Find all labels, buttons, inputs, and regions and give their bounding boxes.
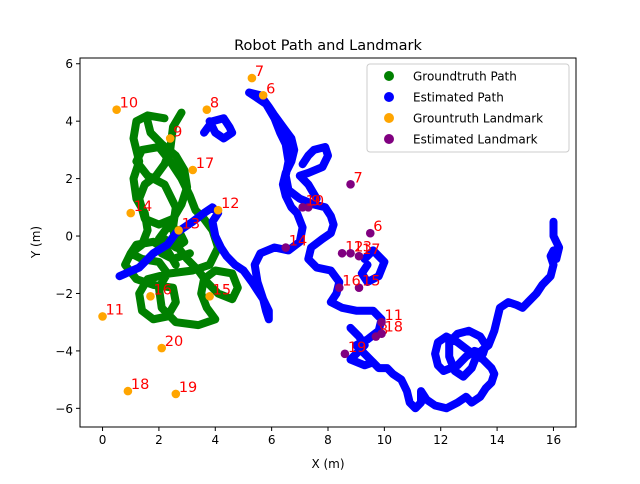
estimated-landmark-point (365, 228, 375, 238)
estimated-landmark-label: 11 (385, 308, 403, 324)
estimated-landmark-label: 9 (311, 193, 320, 209)
groundtruth-path-stroke-2 (154, 223, 194, 263)
grountruth-landmark-point (205, 292, 214, 301)
groundtruth-path-stroke-0 (121, 111, 242, 330)
grountruth-landmark-label: 15 (213, 282, 231, 298)
grountruth-landmark-label: 10 (120, 96, 138, 112)
y-tick-label: −2 (55, 287, 73, 301)
legend-entry-label: Estimated Landmark (413, 133, 538, 147)
legend-entry-label: Estimated Path (413, 91, 504, 105)
grountruth-landmark-point (213, 205, 223, 215)
grountruth-landmark-label: 16 (153, 282, 171, 298)
grountruth-landmark-point (98, 312, 107, 321)
grountruth-landmark-label: 18 (131, 377, 149, 393)
estimated-landmark-label: 17 (362, 242, 380, 258)
grountruth-landmark-point (247, 73, 257, 83)
grountruth-landmark-label: 11 (106, 302, 124, 318)
grountruth-landmark-point (112, 105, 121, 114)
estimated-landmark-point (354, 251, 364, 261)
legend: Groundtruth Path Estimated Path Grountruth… (366, 63, 570, 153)
grountruth-landmark-label: 13 (182, 216, 200, 232)
grountruth-landmark-point (157, 343, 167, 353)
estimated-landmark-point (337, 248, 347, 258)
y-tick-label: −6 (55, 402, 73, 416)
grountruth-landmark-label: 7 (255, 64, 264, 80)
legend-box (366, 63, 570, 153)
grountruth-landmark-label: 6 (266, 81, 275, 97)
estimated-landmark-label: 18 (385, 320, 403, 336)
y-tick-label: 4 (65, 115, 73, 129)
grountruth-landmark-point (165, 134, 175, 143)
grountruth-landmark-point (188, 165, 198, 175)
estimated-landmark-point (377, 329, 386, 338)
x-tick-label: 0 (99, 433, 107, 447)
grountruth-landmark-point (123, 386, 133, 396)
estimated-path-stroke-1 (200, 114, 237, 143)
x-tick-label: 8 (324, 433, 332, 447)
estimated-landmark-label: 10 (306, 193, 324, 209)
estimated-path-stroke-2 (295, 143, 332, 203)
grountruth-landmark-label: 14 (134, 199, 152, 215)
y-tick-label: 0 (65, 230, 73, 244)
estimated-landmark-point (281, 243, 291, 252)
grountruth-landmark-label: 12 (221, 196, 239, 212)
grountruth-landmark-label: 20 (165, 334, 183, 350)
grountruth-landmark-label: 17 (196, 156, 214, 172)
grountruth-landmark-point (202, 105, 212, 114)
grountruth-landmark-point (126, 208, 136, 218)
estimated-landmark-point (354, 283, 364, 293)
x-tick-label: 2 (155, 433, 163, 447)
estimated-path-stroke-0 (115, 88, 564, 413)
grountruth-landmark-point (258, 91, 268, 100)
legend-marker (384, 92, 394, 102)
grountruth-landmark-label: 19 (179, 380, 197, 396)
estimated-landmark-label: 16 (342, 274, 360, 290)
estimated-landmark-point (334, 283, 344, 293)
y-tick-label: 6 (65, 57, 73, 71)
x-tick-label: 12 (433, 433, 448, 447)
chart-title: Robot Path and Landmark (234, 38, 422, 54)
axes: 0 2 4 6 8 10 12 14 16 −6 −4 −2 0 2 4 6 (55, 57, 577, 447)
estimated-landmark-label: 19 (348, 340, 366, 356)
legend-marker (384, 113, 394, 123)
grountruth-landmark-label: 9 (173, 124, 182, 140)
x-tick-label: 4 (211, 433, 219, 447)
grountruth-landmark-label: 8 (210, 96, 219, 112)
y-tick-label: 2 (65, 172, 73, 186)
estimated-landmark-point (346, 180, 355, 189)
estimated-landmark-label: 14 (289, 234, 307, 250)
legend-marker (384, 71, 394, 81)
grountruth-landmark-point (171, 389, 181, 399)
estimated-landmark-label: 7 (354, 170, 363, 186)
estimated-landmark-label: 15 (362, 274, 380, 290)
x-axis-label: X (m) (311, 457, 344, 471)
legend-entry-label: Grountruth Landmark (413, 112, 543, 126)
y-tick-label: −4 (55, 344, 73, 358)
estimated-landmark-point (298, 203, 307, 212)
x-tick-label: 6 (268, 433, 276, 447)
estimated-landmark-point (377, 317, 386, 327)
estimated-path-stroke-4 (346, 323, 378, 370)
plot-area: 6789101112131415161718192067891011121314… (98, 64, 564, 413)
legend-entry-label: Groundtruth Path (413, 70, 517, 84)
estimated-landmark-point (346, 248, 355, 258)
x-tick-label: 16 (546, 433, 561, 447)
grountruth-landmark-point (174, 225, 183, 235)
plot-clip-group (115, 88, 564, 413)
x-tick-label: 10 (377, 433, 392, 447)
estimated-landmark-point (340, 349, 350, 359)
estimated-landmark-label: 6 (373, 219, 382, 235)
estimated-path-stroke-3 (357, 246, 389, 286)
groundtruth-path-stroke-1 (135, 108, 192, 229)
estimated-landmark-label: 13 (354, 239, 372, 255)
grountruth-landmark-point (146, 292, 155, 301)
x-tick-label: 14 (489, 433, 504, 447)
legend-marker (384, 134, 394, 144)
y-axis-label: Y (m) (29, 226, 43, 259)
